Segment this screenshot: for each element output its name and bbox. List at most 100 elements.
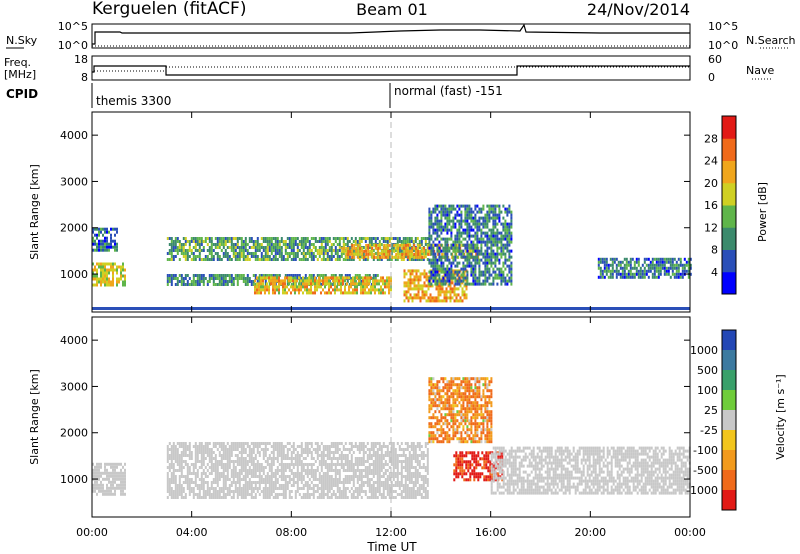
heatmap-cell — [194, 243, 197, 246]
heatmap-cell — [312, 484, 315, 487]
heatmap-cell — [364, 451, 367, 454]
heatmap-cell — [402, 258, 405, 261]
heatmap-cell — [292, 279, 294, 283]
heatmap-cell — [314, 249, 317, 252]
heatmap-cell — [415, 246, 418, 250]
heatmap-cell — [400, 490, 403, 493]
heatmap-cell — [368, 282, 370, 286]
heatmap-cell — [494, 270, 497, 274]
heatmap-cell — [470, 273, 473, 277]
heatmap-cell — [490, 282, 493, 286]
heatmap-cell — [348, 448, 351, 451]
heatmap-cell — [104, 271, 106, 275]
heatmap-cell — [362, 454, 365, 457]
heatmap-cell — [436, 264, 439, 268]
heatmap-cell — [430, 276, 433, 280]
heatmap-cell — [282, 255, 285, 258]
heatmap-cell — [372, 481, 375, 484]
heatmap-cell — [659, 269, 662, 273]
heatmap-cell — [224, 277, 227, 280]
heatmap-cell — [504, 234, 507, 238]
heatmap-cell — [266, 288, 268, 292]
heatmap-cell — [336, 481, 339, 484]
heatmap-cell — [407, 249, 410, 253]
heatmap-cell — [280, 487, 283, 490]
heatmap-cell — [452, 207, 455, 211]
heatmap-cell — [411, 246, 414, 250]
heatmap-cell — [372, 460, 375, 463]
heatmap-cell — [368, 478, 371, 481]
heatmap-cell — [374, 291, 376, 295]
heatmap-cell — [677, 257, 680, 261]
heatmap-cell — [392, 460, 395, 463]
heatmap-cell — [486, 222, 489, 226]
heatmap-cell — [468, 210, 471, 214]
heatmap-cell — [188, 478, 191, 481]
heatmap-cell — [456, 249, 459, 253]
heatmap-cell — [419, 299, 422, 303]
heatmap-cell — [180, 249, 183, 252]
heatmap-cell — [460, 255, 463, 259]
heatmap-cell — [480, 252, 483, 256]
heatmap-cell — [681, 266, 684, 270]
heatmap-cell — [458, 237, 461, 241]
heatmap-cell — [276, 288, 278, 292]
heatmap-cell — [172, 493, 175, 496]
heatmap-cell — [639, 272, 642, 276]
heatmap-cell — [358, 451, 361, 454]
heatmap-cell — [374, 454, 377, 457]
heatmap-cell — [397, 249, 400, 253]
heatmap-cell — [306, 282, 308, 286]
heatmap-cell — [423, 246, 426, 250]
heatmap-cell — [322, 276, 324, 280]
heatmap-cell — [508, 270, 511, 274]
heatmap-cell — [316, 454, 319, 457]
heatmap-cell — [286, 280, 289, 283]
heatmap-cell — [292, 463, 295, 466]
heatmap-cell — [198, 460, 201, 463]
heatmap-cell — [114, 465, 116, 469]
heatmap-cell — [394, 454, 397, 457]
heatmap-cell — [274, 457, 277, 460]
heatmap-cell — [202, 478, 205, 481]
heatmap-cell — [609, 269, 612, 273]
heatmap-cell — [338, 469, 341, 472]
heatmap-cell — [256, 466, 259, 469]
heatmap-cell — [429, 299, 432, 303]
heatmap-cell — [374, 460, 377, 463]
heatmap-cell — [302, 475, 305, 478]
heatmap-cell — [112, 274, 114, 278]
heatmap-cell — [310, 463, 313, 466]
heatmap-cell — [623, 257, 626, 261]
heatmap-cell — [268, 237, 271, 240]
heatmap-cell — [421, 290, 424, 294]
heatmap-cell — [292, 249, 295, 252]
heatmap-cell — [476, 228, 479, 232]
heatmap-cell — [276, 466, 279, 469]
heatmap-cell — [256, 255, 259, 258]
heatmap-cell — [94, 480, 96, 484]
heatmap-cell — [284, 282, 286, 286]
heatmap-cell — [423, 249, 426, 253]
heatmap-cell — [372, 475, 375, 478]
heatmap-cell — [192, 490, 195, 493]
heatmap-cell — [474, 237, 477, 241]
heatmap-cell — [448, 261, 451, 265]
heatmap-cell — [372, 237, 375, 240]
heatmap-cell — [392, 490, 395, 493]
heatmap-cell — [320, 454, 323, 457]
heatmap-cell — [364, 255, 367, 258]
heatmap-cell — [306, 246, 309, 249]
heatmap-cell — [250, 451, 253, 454]
heatmap-cell — [92, 242, 94, 246]
heatmap-cell — [366, 442, 369, 445]
heatmap-cell — [232, 490, 235, 493]
heatmap-cell — [356, 466, 359, 469]
heatmap-cell — [382, 475, 385, 478]
heatmap-cell — [176, 252, 179, 255]
heatmap-cell — [180, 442, 183, 445]
heatmap-cell — [120, 271, 122, 275]
heatmap-cell — [388, 460, 391, 463]
heatmap-cell — [96, 471, 98, 475]
heatmap-cell — [334, 282, 336, 286]
